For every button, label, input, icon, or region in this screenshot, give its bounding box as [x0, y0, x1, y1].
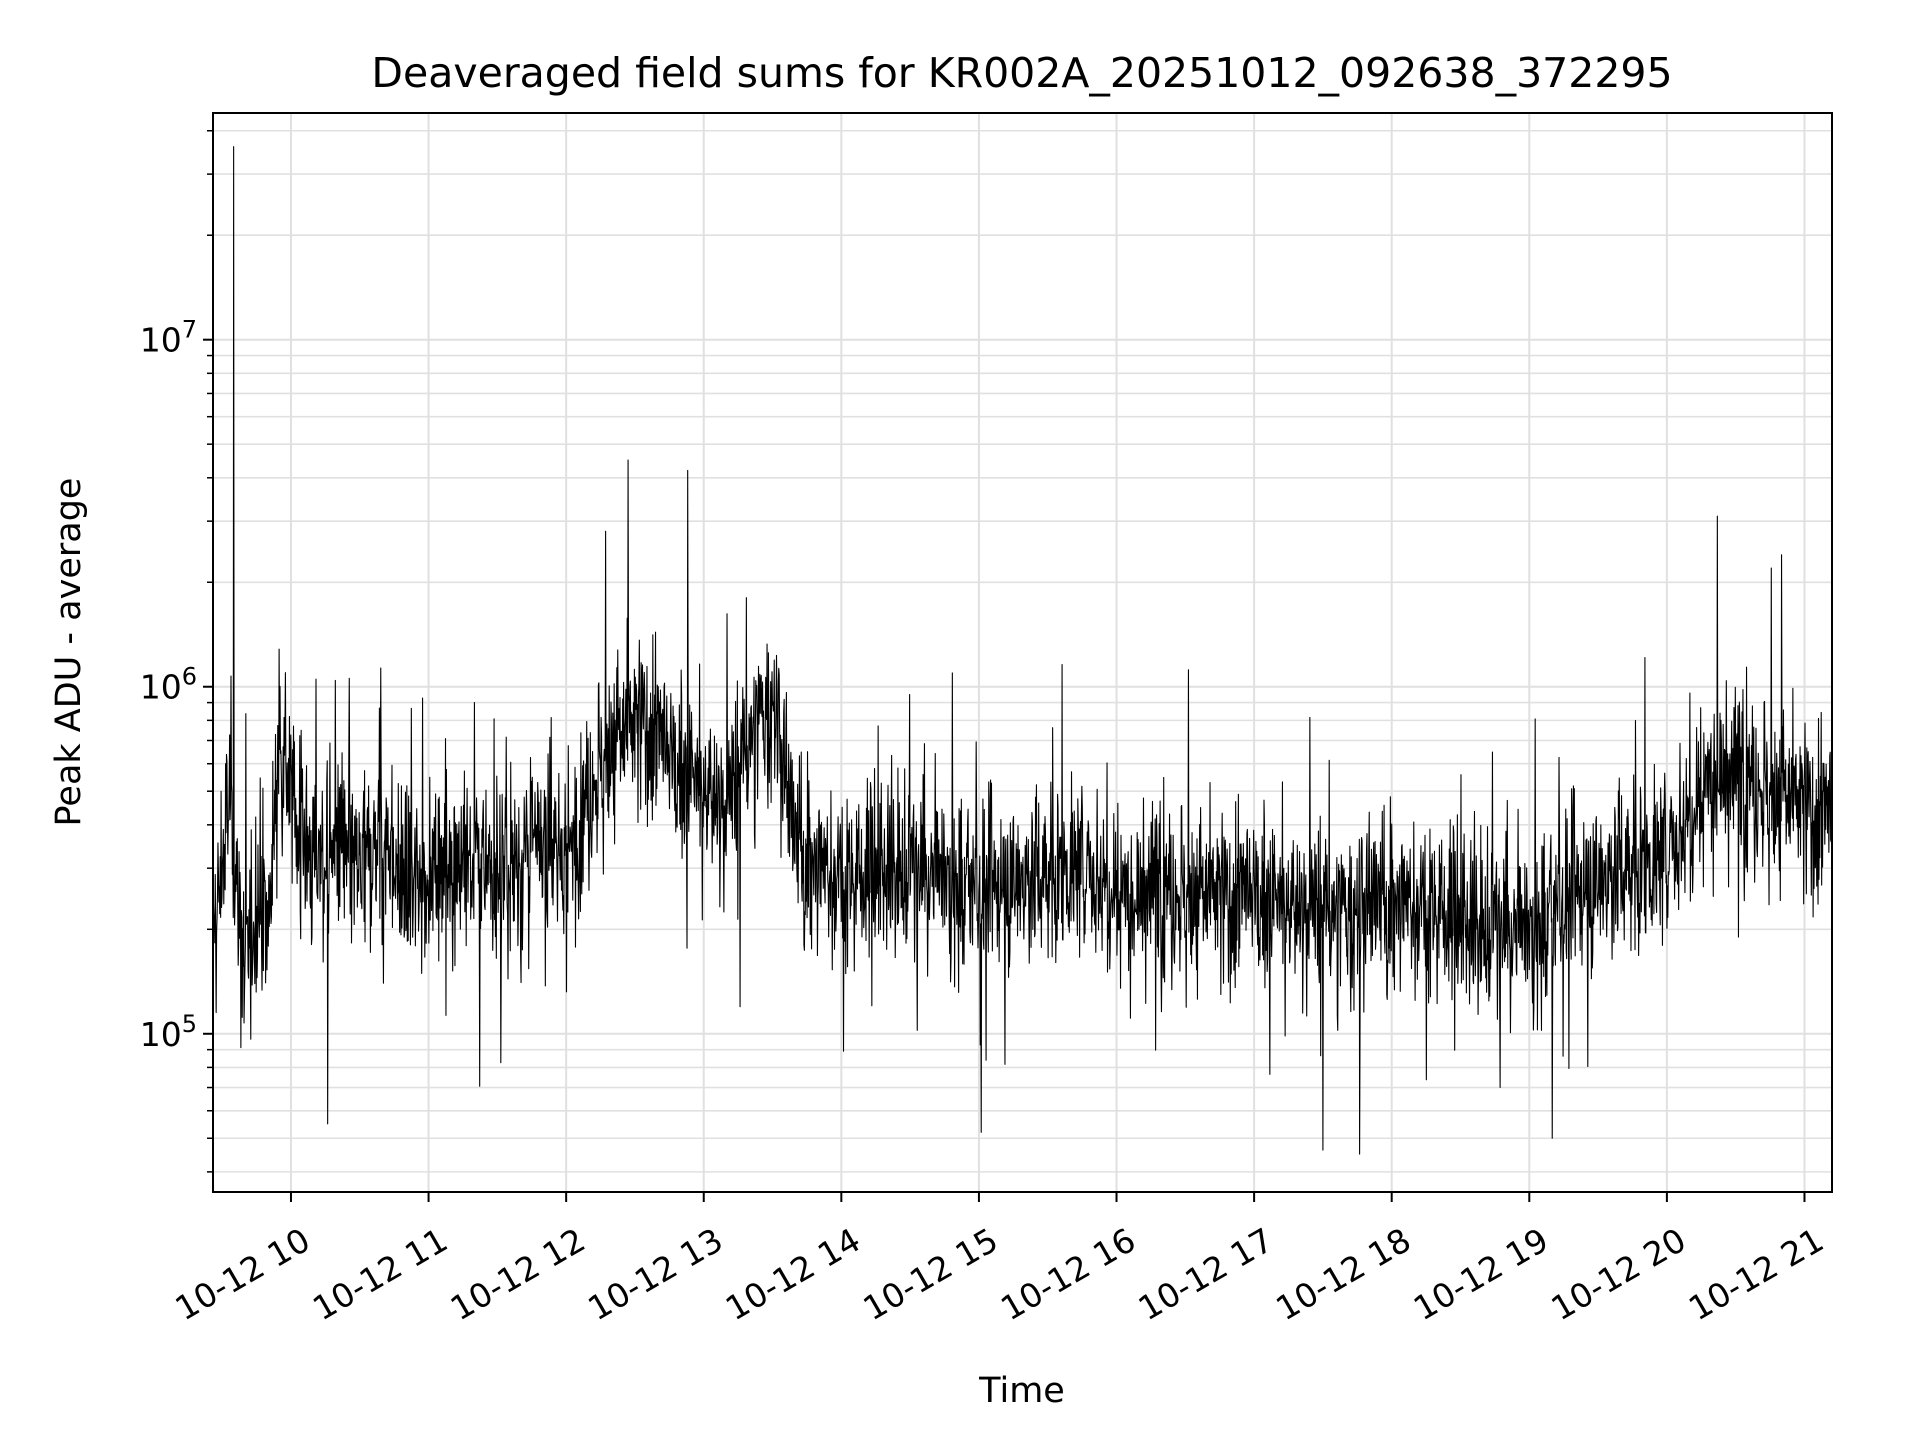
chart-title: Deaveraged field sums for KR002A_2025101…: [371, 49, 1672, 97]
plot-frame: [212, 112, 1833, 1193]
y-tick-label: 105: [140, 1010, 197, 1054]
x-axis-label: Time: [978, 1371, 1065, 1411]
y-tick-label: 106: [140, 663, 197, 707]
y-axis-label: Peak ADU - average: [49, 478, 89, 827]
grid: [213, 113, 1832, 1192]
data-series: [212, 146, 1833, 1155]
series-line: [212, 146, 1833, 1155]
y-tick-label: 107: [140, 316, 197, 360]
